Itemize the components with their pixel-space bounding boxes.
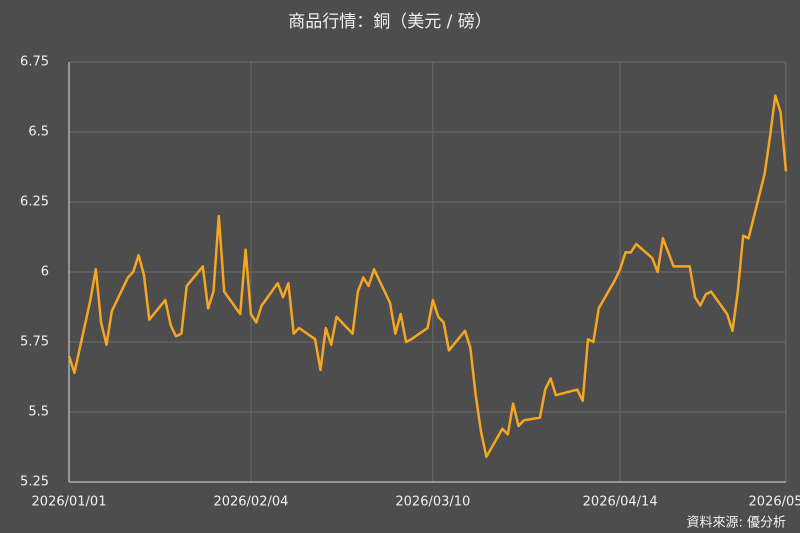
x-tick-label: 2026/04/14 (583, 495, 658, 510)
y-tick-label: 6.5 (28, 125, 49, 140)
x-tick-label: 2026/03/10 (395, 495, 470, 510)
y-tick-label: 6.75 (20, 55, 49, 70)
source-note: 資料來源: 優分析 (686, 516, 786, 531)
x-tick-label: 2026/05/15 (749, 495, 800, 510)
x-tick-label: 2026/01/01 (32, 495, 107, 510)
y-tick-label: 5.5 (28, 405, 49, 420)
y-tick-label: 6.25 (20, 195, 49, 210)
y-tick-label: 5.25 (20, 475, 49, 490)
x-tick-label: 2026/02/04 (213, 495, 288, 510)
chart-title: 商品行情：銅（美元 / 磅） (288, 12, 492, 32)
y-tick-label: 5.75 (20, 335, 49, 350)
y-tick-label: 6 (41, 265, 49, 280)
data-line (67, 94, 788, 459)
